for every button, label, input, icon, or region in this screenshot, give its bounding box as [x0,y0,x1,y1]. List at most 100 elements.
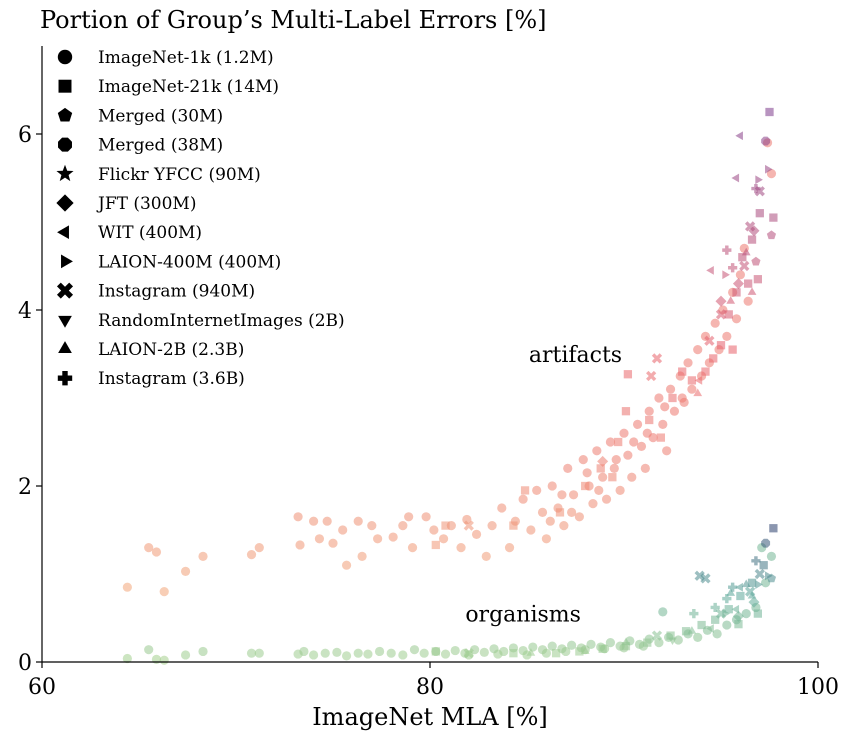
point-artifacts-15 [341,560,352,570]
point-artifacts-151 [726,296,736,304]
point-organisms-15 [363,649,373,659]
point-organisms-109 [526,648,536,656]
point-artifacts-8 [293,512,303,522]
legend-label-5: JFT (300M) [96,194,196,214]
point-organisms-104 [741,579,751,588]
point-artifacts-62 [644,406,654,416]
y-tick-label-0: 0 [18,651,32,676]
point-artifacts-121 [520,486,530,495]
point-organisms-96 [754,568,765,580]
point-organisms-88 [748,596,760,608]
point-organisms-59 [541,648,552,658]
legend-marker-1 [58,79,72,93]
point-artifacts-49 [588,499,598,509]
point-artifacts-135 [731,173,740,183]
point-artifacts-118 [596,464,605,473]
point-artifacts-50 [592,446,602,456]
point-artifacts-112 [656,433,665,442]
point-organisms-22 [440,649,451,659]
point-artifacts-18 [367,521,377,531]
point-artifacts-147 [463,520,474,531]
point-organisms-76 [666,631,675,640]
point-artifacts-96 [766,169,777,179]
point-artifacts-148 [646,370,657,382]
legend-label-4: Flickr YFCC (90M) [98,165,261,185]
legend-label-3: Merged (38M) [98,136,223,156]
point-organisms-5 [198,646,208,657]
legend-marker-8 [56,282,74,299]
annotation-artifacts: artifacts [529,343,622,368]
point-organisms-18 [398,650,408,660]
point-organisms-4 [180,650,191,660]
point-artifacts-34 [504,543,515,553]
point-organisms-48 [693,632,703,642]
point-artifacts-16 [353,516,363,526]
point-artifacts-55 [615,485,625,495]
point-artifacts-26 [438,534,449,544]
point-artifacts-126 [753,275,762,284]
point-artifacts-2 [151,547,162,557]
point-artifacts-0 [122,582,132,592]
point-artifacts-54 [609,463,619,473]
point-artifacts-132 [597,455,609,467]
point-organisms-83 [431,647,440,656]
point-organisms-35 [567,640,577,650]
point-organisms-16 [374,646,385,657]
point-artifacts-93 [642,428,652,438]
point-artifacts-142 [744,221,756,232]
point-artifacts-28 [456,543,466,553]
legend-marker-7 [61,254,73,269]
point-organisms-92 [706,624,714,633]
point-artifacts-47 [578,455,588,465]
point-artifacts-44 [563,463,573,473]
series-organisms [122,524,778,665]
point-artifacts-106 [716,341,726,350]
point-artifacts-119 [581,481,590,491]
point-organisms-55 [658,607,668,617]
point-organisms-7 [254,648,264,658]
y-tick-label-6: 6 [18,123,32,148]
point-artifacts-23 [407,543,418,553]
point-artifacts-87 [557,490,567,500]
point-artifacts-89 [582,468,592,478]
point-artifacts-113 [645,415,654,425]
point-organisms-75 [681,627,691,636]
point-organisms-79 [598,644,607,653]
point-artifacts-139 [755,175,763,185]
point-organisms-71 [736,591,745,601]
point-organisms-13 [341,651,352,661]
point-artifacts-144 [715,309,727,320]
point-organisms-108 [580,646,590,654]
point-artifacts-100 [755,209,764,218]
point-organisms-0 [122,653,132,664]
point-organisms-100 [715,608,727,619]
point-artifacts-140 [722,270,730,280]
point-organisms-113 [710,602,720,613]
point-artifacts-52 [601,494,612,504]
point-artifacts-95 [677,393,687,403]
point-artifacts-56 [619,428,629,438]
point-artifacts-83 [735,270,746,280]
point-artifacts-3 [159,587,169,597]
point-artifacts-145 [704,335,715,346]
point-artifacts-94 [660,402,670,412]
point-artifacts-85 [743,296,753,306]
point-organisms-111 [751,556,761,566]
point-artifacts-127 [766,230,777,240]
point-artifacts-19 [373,534,383,544]
point-artifacts-102 [738,253,747,262]
point-artifacts-11 [314,534,325,544]
point-organisms-102 [651,630,663,641]
point-artifacts-58 [627,472,637,482]
point-artifacts-117 [608,473,617,482]
point-organisms-51 [722,620,732,630]
point-artifacts-110 [678,367,687,376]
point-artifacts-5 [198,551,208,562]
legend-label-11: Instagram (3.6B) [98,369,245,389]
point-organisms-115 [728,582,738,592]
point-artifacts-4 [180,566,191,576]
point-organisms-31 [528,642,538,652]
point-artifacts-29 [462,514,472,525]
point-artifacts-109 [687,376,697,385]
point-artifacts-39 [537,507,548,517]
